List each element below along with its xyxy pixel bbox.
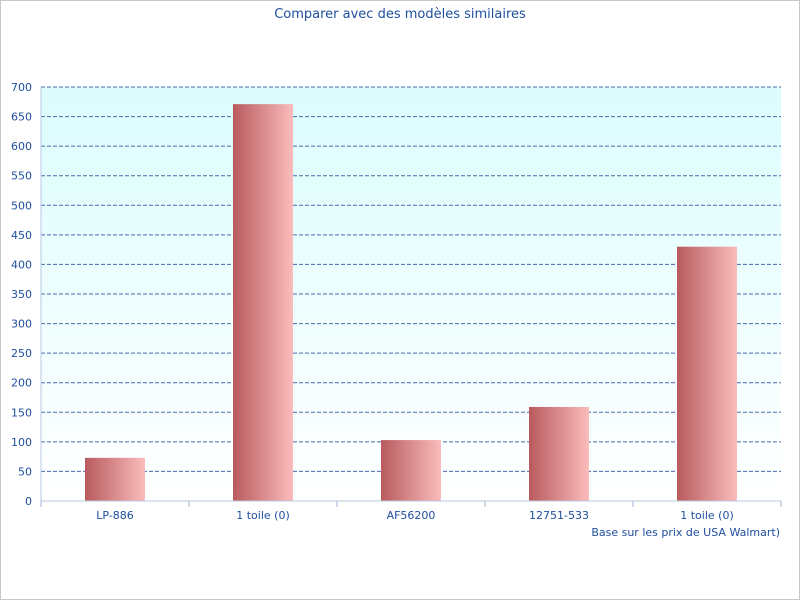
y-tick-label: 300 — [11, 318, 32, 331]
x-tick-label: 12751-533 — [529, 509, 589, 522]
x-tick-label: 1 toile (0) — [680, 509, 734, 522]
y-tick-label: 200 — [11, 377, 32, 390]
bar — [233, 104, 293, 501]
y-tick-label: 150 — [11, 406, 32, 419]
y-tick-label: 450 — [11, 229, 32, 242]
bar — [381, 440, 441, 501]
y-tick-label: 700 — [11, 81, 32, 94]
y-tick-label: 600 — [11, 140, 32, 153]
x-tick-label: LP-886 — [96, 509, 134, 522]
y-tick-label: 0 — [25, 495, 32, 508]
bar — [529, 406, 589, 501]
x-axis-tick-labels: LP-886 1 toile (0) AF56200 12751-533 1 toile… — [96, 509, 734, 522]
y-tick-label: 500 — [11, 199, 32, 212]
y-tick-label: 100 — [11, 436, 32, 449]
chart-footnote: Base sur les prix de USA Walmart) — [591, 526, 780, 539]
y-tick-label: 400 — [11, 258, 32, 271]
y-tick-label: 650 — [11, 111, 32, 124]
bar — [677, 246, 737, 501]
y-tick-label: 250 — [11, 347, 32, 360]
bars — [85, 104, 737, 501]
y-tick-label: 550 — [11, 170, 32, 183]
y-tick-label: 50 — [18, 465, 32, 478]
bar — [85, 457, 145, 501]
y-tick-label: 350 — [11, 288, 32, 301]
x-axis-ticks — [40, 501, 782, 507]
chart-title: Comparer avec des modèles similaires — [274, 7, 526, 22]
x-tick-label: 1 toile (0) — [236, 509, 290, 522]
grid-lines — [41, 86, 781, 472]
x-tick-label: AF56200 — [387, 509, 436, 522]
y-axis-tick-labels: 0 50 100 150 200 250 300 350 400 450 500 550 600 650 7… — [11, 81, 32, 508]
